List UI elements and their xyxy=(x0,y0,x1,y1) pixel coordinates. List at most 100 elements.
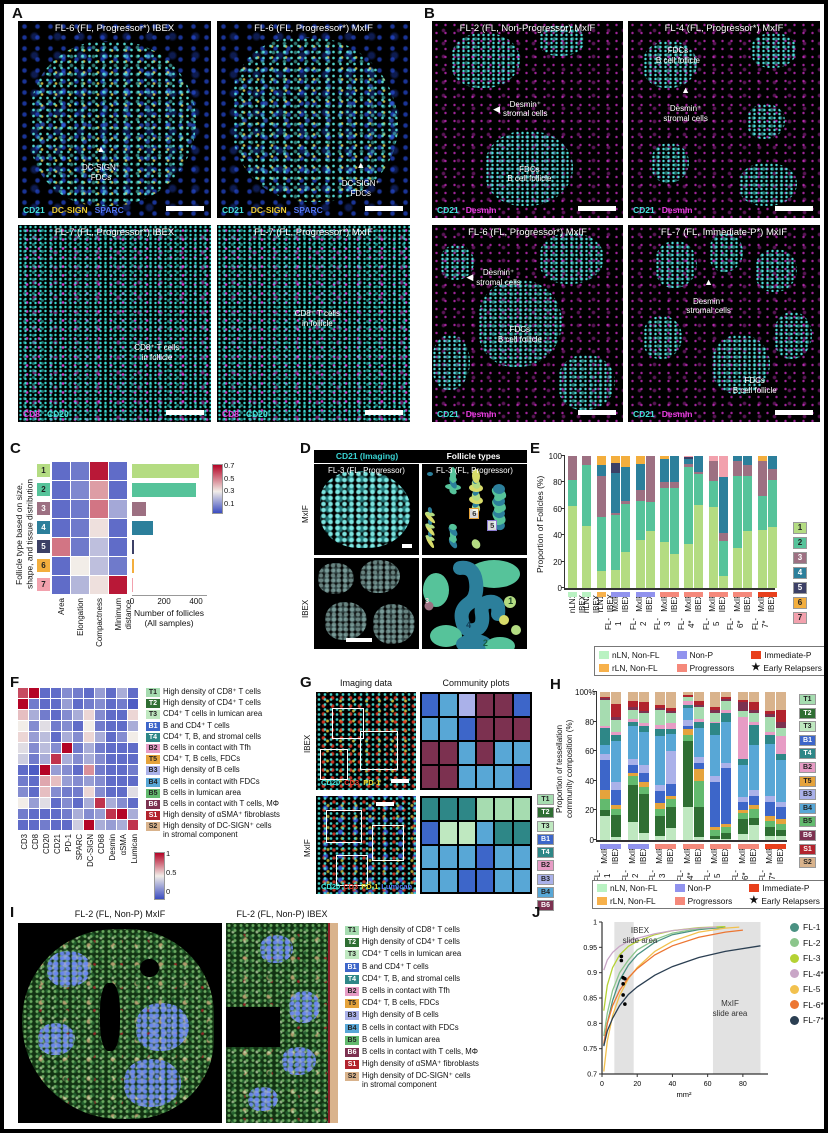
legend-chip: B2 xyxy=(799,761,816,773)
bar-segment xyxy=(627,709,638,719)
bar-segment xyxy=(748,724,759,746)
bar-segment xyxy=(596,516,606,571)
d-map-mxif-follicle-types: FL-3 (FL, Progressor) 6 5 xyxy=(422,464,527,555)
bar-segment xyxy=(694,456,704,472)
bar-segment xyxy=(693,701,704,706)
bar-segment xyxy=(666,795,676,799)
legend-label: Early Relapsers xyxy=(761,895,820,906)
microscopy-image-b2: FL-4 (FL, Progressor*) MxIF ▲ Desmin⁺ st… xyxy=(628,21,820,218)
bar-segment xyxy=(748,808,759,818)
bar-segment xyxy=(596,465,606,476)
y-tick-label: 60 xyxy=(585,747,594,757)
bar-segment xyxy=(693,769,704,781)
heatmap-cell xyxy=(40,699,50,709)
legend-chip: T5 xyxy=(146,755,160,765)
heatmap-cell xyxy=(90,538,108,556)
colorbar-tick: 0.7 xyxy=(224,461,235,470)
stacked-bar xyxy=(721,692,731,840)
count-bar xyxy=(132,502,147,516)
legend-chip: B3 xyxy=(345,1011,359,1021)
j-band-label-ibex: IBEX slide area xyxy=(622,926,658,945)
count-bar xyxy=(132,578,133,592)
bar-segment xyxy=(655,724,665,730)
d-map-ibex-follicle-types: 1 4 2 3 xyxy=(422,558,527,649)
community-cell xyxy=(440,742,457,764)
bar-segment xyxy=(582,456,592,466)
legend-item: ★ Early Relapsers xyxy=(749,895,824,906)
community-cell xyxy=(458,742,475,764)
bar-segment xyxy=(737,699,748,703)
legend-label: B cells in contact with FDCs xyxy=(362,1022,459,1032)
legend-chip: T5 xyxy=(799,775,816,787)
legend-item: B4 B cells in contact with FDCs xyxy=(345,1022,527,1033)
heatmap-cell xyxy=(84,743,94,753)
heatmap-cell xyxy=(95,688,105,698)
image-title: FL-3 (FL, Progressor) xyxy=(328,466,405,475)
h-community-legend: T1 T2 T3 B1 T4 B2 T5 B3 B4 B5 B6 S1 S2 xyxy=(799,694,816,871)
follicle-blob xyxy=(747,103,786,140)
legend-swatch xyxy=(599,650,609,659)
annotation-text: CD8⁺ T cells in follicle xyxy=(134,342,180,362)
heatmap-cell xyxy=(29,798,39,808)
legend-chip: B6 xyxy=(345,1047,359,1057)
group-band xyxy=(710,844,731,849)
f-community-legend: T1 High density of CD8⁺ T cells T2 High den… xyxy=(146,687,331,842)
heatmap-cell xyxy=(51,787,61,797)
community-cell xyxy=(422,870,439,892)
legend-swatch xyxy=(751,650,762,659)
colorbar-tick: 0.3 xyxy=(224,486,235,495)
microscopy-image-a1: FL-6 (FL, Progressor*) IBEX ▲ DC-SIGN⁺ F… xyxy=(18,21,211,218)
y-tick-mark xyxy=(561,560,565,562)
bar-segment xyxy=(693,706,704,719)
legend-item: S2 High density of DC-SIGN⁺ cells in stro… xyxy=(146,821,331,839)
c-colorbar xyxy=(212,464,223,514)
community-cell xyxy=(422,846,439,868)
community-cell xyxy=(422,798,439,820)
heatmap-cell xyxy=(128,809,138,819)
bar-segment xyxy=(627,700,638,707)
legend-item: T3 CD4⁺ T cells in lumican area xyxy=(345,950,527,960)
bar-segment xyxy=(611,837,621,840)
annotation: CD8⁺ T cells in follicle xyxy=(271,300,364,329)
marker-label: Desmin xyxy=(661,409,693,419)
bar-segment xyxy=(655,791,665,804)
bar-segment xyxy=(682,734,693,741)
bar-segment xyxy=(611,804,621,809)
heatmap-cell xyxy=(95,710,105,720)
panel-label-e: E xyxy=(530,440,541,457)
heatmap-cell xyxy=(95,743,105,753)
heatmap-cell xyxy=(29,809,39,819)
legend-chip: 4 xyxy=(793,567,807,579)
legend-label: High density of B cells xyxy=(163,765,240,775)
annotation: ▲ DC-SIGN⁺ FDCs xyxy=(317,151,404,198)
heatmap-cell xyxy=(95,809,105,819)
tissue-texture xyxy=(324,601,367,640)
bar-segment xyxy=(638,782,649,787)
x-tick-label: Area xyxy=(57,598,66,615)
heatmap-cell xyxy=(128,721,138,731)
stacked-bar xyxy=(645,456,655,588)
bar-segment xyxy=(682,720,693,727)
heatmap-cell xyxy=(117,732,127,742)
legend-chip: T3 xyxy=(799,721,816,733)
legend-item: FL-7* xyxy=(790,1015,824,1025)
follicle-type-map xyxy=(423,560,521,649)
marker-label: SPARC xyxy=(293,205,323,215)
heatmap-cell xyxy=(51,743,61,753)
x-tick-label: Minimum distance xyxy=(114,598,133,631)
follicle-blob xyxy=(651,143,690,183)
bar-segment xyxy=(684,457,694,459)
group-band xyxy=(627,844,649,849)
bar-segment xyxy=(655,803,665,809)
marker-label: CD3 xyxy=(343,882,359,891)
x-tick-label: FL-3 xyxy=(653,618,672,630)
legend-label: High density of αSMA⁺ fibroblasts xyxy=(163,810,280,820)
bar-segment xyxy=(638,712,649,724)
bar-segment xyxy=(600,798,610,811)
bar-segment xyxy=(682,696,693,701)
marker-label: CD21 xyxy=(437,205,459,215)
heatmap-cell xyxy=(106,710,116,720)
legend-chip: T1 xyxy=(537,794,554,805)
heatmap-cell xyxy=(71,538,89,556)
legend-label: High density of CD4⁺ T cells xyxy=(163,698,261,708)
